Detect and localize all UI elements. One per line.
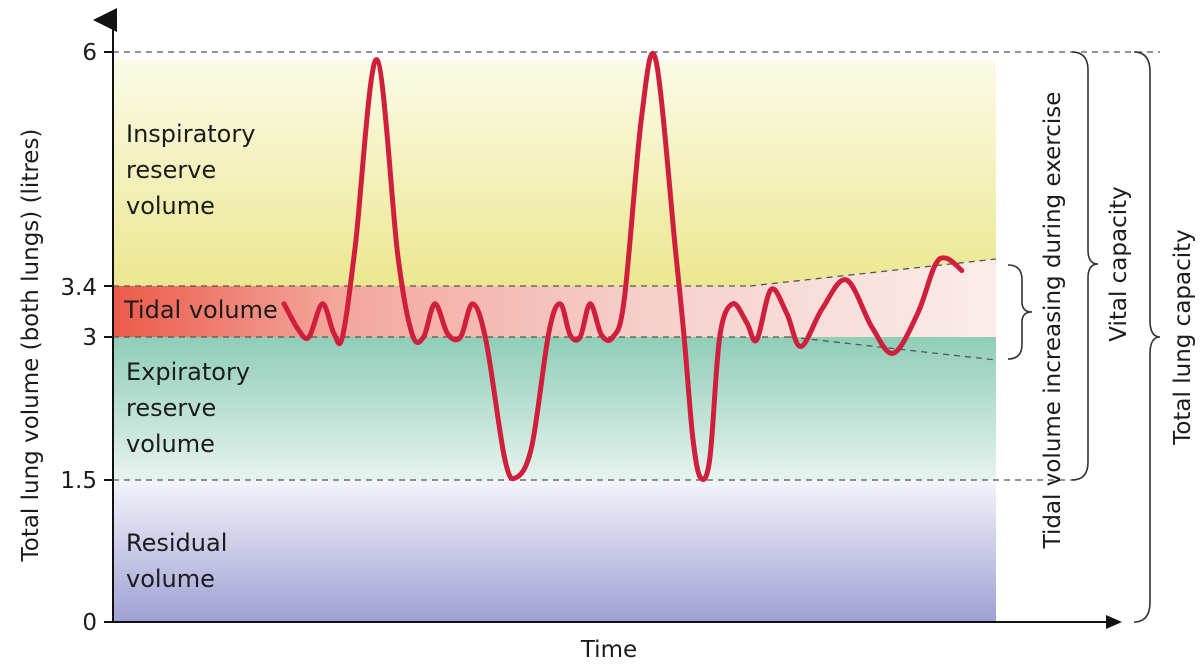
reference-lines [113,51,1160,481]
y-tick-label-0: 0 [82,610,97,636]
y-axis: 0 1.5 3 3.4 6 Total lung volume (both lu… [18,8,117,636]
tidal-increase-label: Tidal volume increasing during exercise [1040,92,1066,550]
y-axis-title: Total lung volume (both lungs) (litres) [18,129,44,563]
vital-capacity-bracket [1071,51,1099,481]
x-axis-title: Time [580,637,637,663]
erv-label-line2: reserve [126,394,216,422]
residual-label-line2: volume [126,565,215,593]
expiratory-reserve-band [113,337,996,480]
residual-volume-band [113,480,996,622]
x-axis-arrowhead [1106,615,1122,629]
erv-label-line1: Expiratory [126,358,250,386]
y-axis-ticks [104,51,113,623]
y-tick-label-3-4: 3.4 [60,275,97,301]
irv-label-line3: volume [126,192,215,220]
irv-label-line2: reserve [126,156,216,184]
inspiratory-reserve-band [113,60,996,286]
tidal-increase-bracket [1007,264,1033,360]
ref-line-3-4-exercise [749,258,997,287]
residual-label-line1: Residual [126,529,227,557]
y-tick-label-3: 3 [82,325,97,351]
brackets: Tidal volume increasing during exercise … [1007,51,1196,623]
total-lung-capacity-bracket [1133,51,1161,623]
y-tick-label-6: 6 [82,40,97,66]
x-axis: Time [113,615,1122,663]
total-lung-capacity-label: Total lung capacity [1170,229,1196,446]
ref-line-3-exercise [789,336,997,361]
region-labels: Inspiratory reserve volume Tidal volume … [123,120,278,593]
erv-label-line3: volume [126,430,215,458]
vital-capacity-label: Vital capacity [1106,186,1132,342]
y-tick-label-1-5: 1.5 [60,468,97,494]
irv-label-line1: Inspiratory [126,120,255,148]
lung-volume-trace [281,50,965,482]
tidal-volume-label: Tidal volume [123,296,278,324]
